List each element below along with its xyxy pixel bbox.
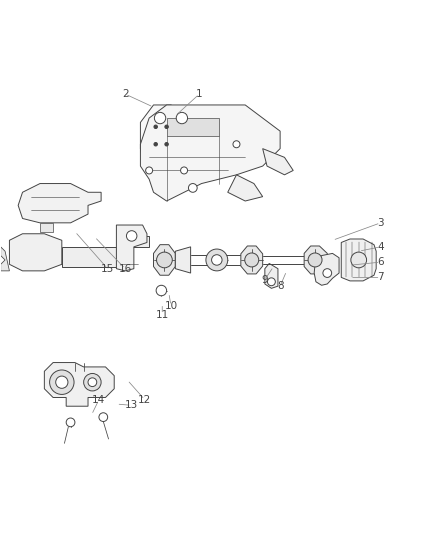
Polygon shape xyxy=(10,234,62,271)
Polygon shape xyxy=(40,223,53,231)
Circle shape xyxy=(49,370,74,394)
Text: 7: 7 xyxy=(377,272,384,282)
Polygon shape xyxy=(166,118,219,135)
Polygon shape xyxy=(265,263,278,288)
Circle shape xyxy=(206,249,228,271)
Polygon shape xyxy=(141,105,280,201)
Text: 1: 1 xyxy=(196,89,203,99)
Circle shape xyxy=(351,252,367,268)
Polygon shape xyxy=(153,245,175,275)
Text: 8: 8 xyxy=(277,281,283,291)
Polygon shape xyxy=(241,246,263,274)
Circle shape xyxy=(165,142,168,146)
Circle shape xyxy=(154,142,157,146)
Circle shape xyxy=(165,125,168,128)
Circle shape xyxy=(154,125,157,128)
Circle shape xyxy=(308,253,322,267)
Text: 13: 13 xyxy=(125,400,138,410)
Text: 15: 15 xyxy=(101,264,114,273)
Polygon shape xyxy=(228,175,263,201)
Text: 10: 10 xyxy=(164,301,177,311)
Polygon shape xyxy=(117,225,147,271)
Polygon shape xyxy=(314,253,339,285)
Circle shape xyxy=(156,252,172,268)
Polygon shape xyxy=(62,236,149,266)
Circle shape xyxy=(323,269,332,277)
Circle shape xyxy=(56,376,68,389)
Polygon shape xyxy=(304,246,327,274)
Text: 11: 11 xyxy=(155,310,169,319)
Polygon shape xyxy=(175,247,191,273)
Circle shape xyxy=(188,183,197,192)
Polygon shape xyxy=(149,131,171,157)
Polygon shape xyxy=(18,183,101,223)
Circle shape xyxy=(88,378,97,386)
Text: 2: 2 xyxy=(122,89,128,99)
Circle shape xyxy=(268,278,276,286)
Circle shape xyxy=(156,285,166,296)
Text: 6: 6 xyxy=(377,257,384,267)
Circle shape xyxy=(233,141,240,148)
Circle shape xyxy=(245,253,259,267)
Polygon shape xyxy=(141,105,193,179)
Polygon shape xyxy=(1,247,10,271)
Circle shape xyxy=(99,413,108,422)
Circle shape xyxy=(212,255,222,265)
Circle shape xyxy=(84,374,101,391)
Polygon shape xyxy=(341,239,376,281)
Text: 12: 12 xyxy=(138,394,152,405)
Text: 4: 4 xyxy=(377,242,384,252)
Circle shape xyxy=(66,418,75,427)
Text: 14: 14 xyxy=(92,394,106,405)
Text: 3: 3 xyxy=(377,218,384,228)
Text: 16: 16 xyxy=(119,264,132,273)
Polygon shape xyxy=(263,149,293,175)
Text: 9: 9 xyxy=(261,274,268,285)
Circle shape xyxy=(176,112,187,124)
Circle shape xyxy=(127,231,137,241)
Circle shape xyxy=(146,167,152,174)
Circle shape xyxy=(154,112,166,124)
Circle shape xyxy=(180,167,187,174)
Polygon shape xyxy=(44,362,114,406)
